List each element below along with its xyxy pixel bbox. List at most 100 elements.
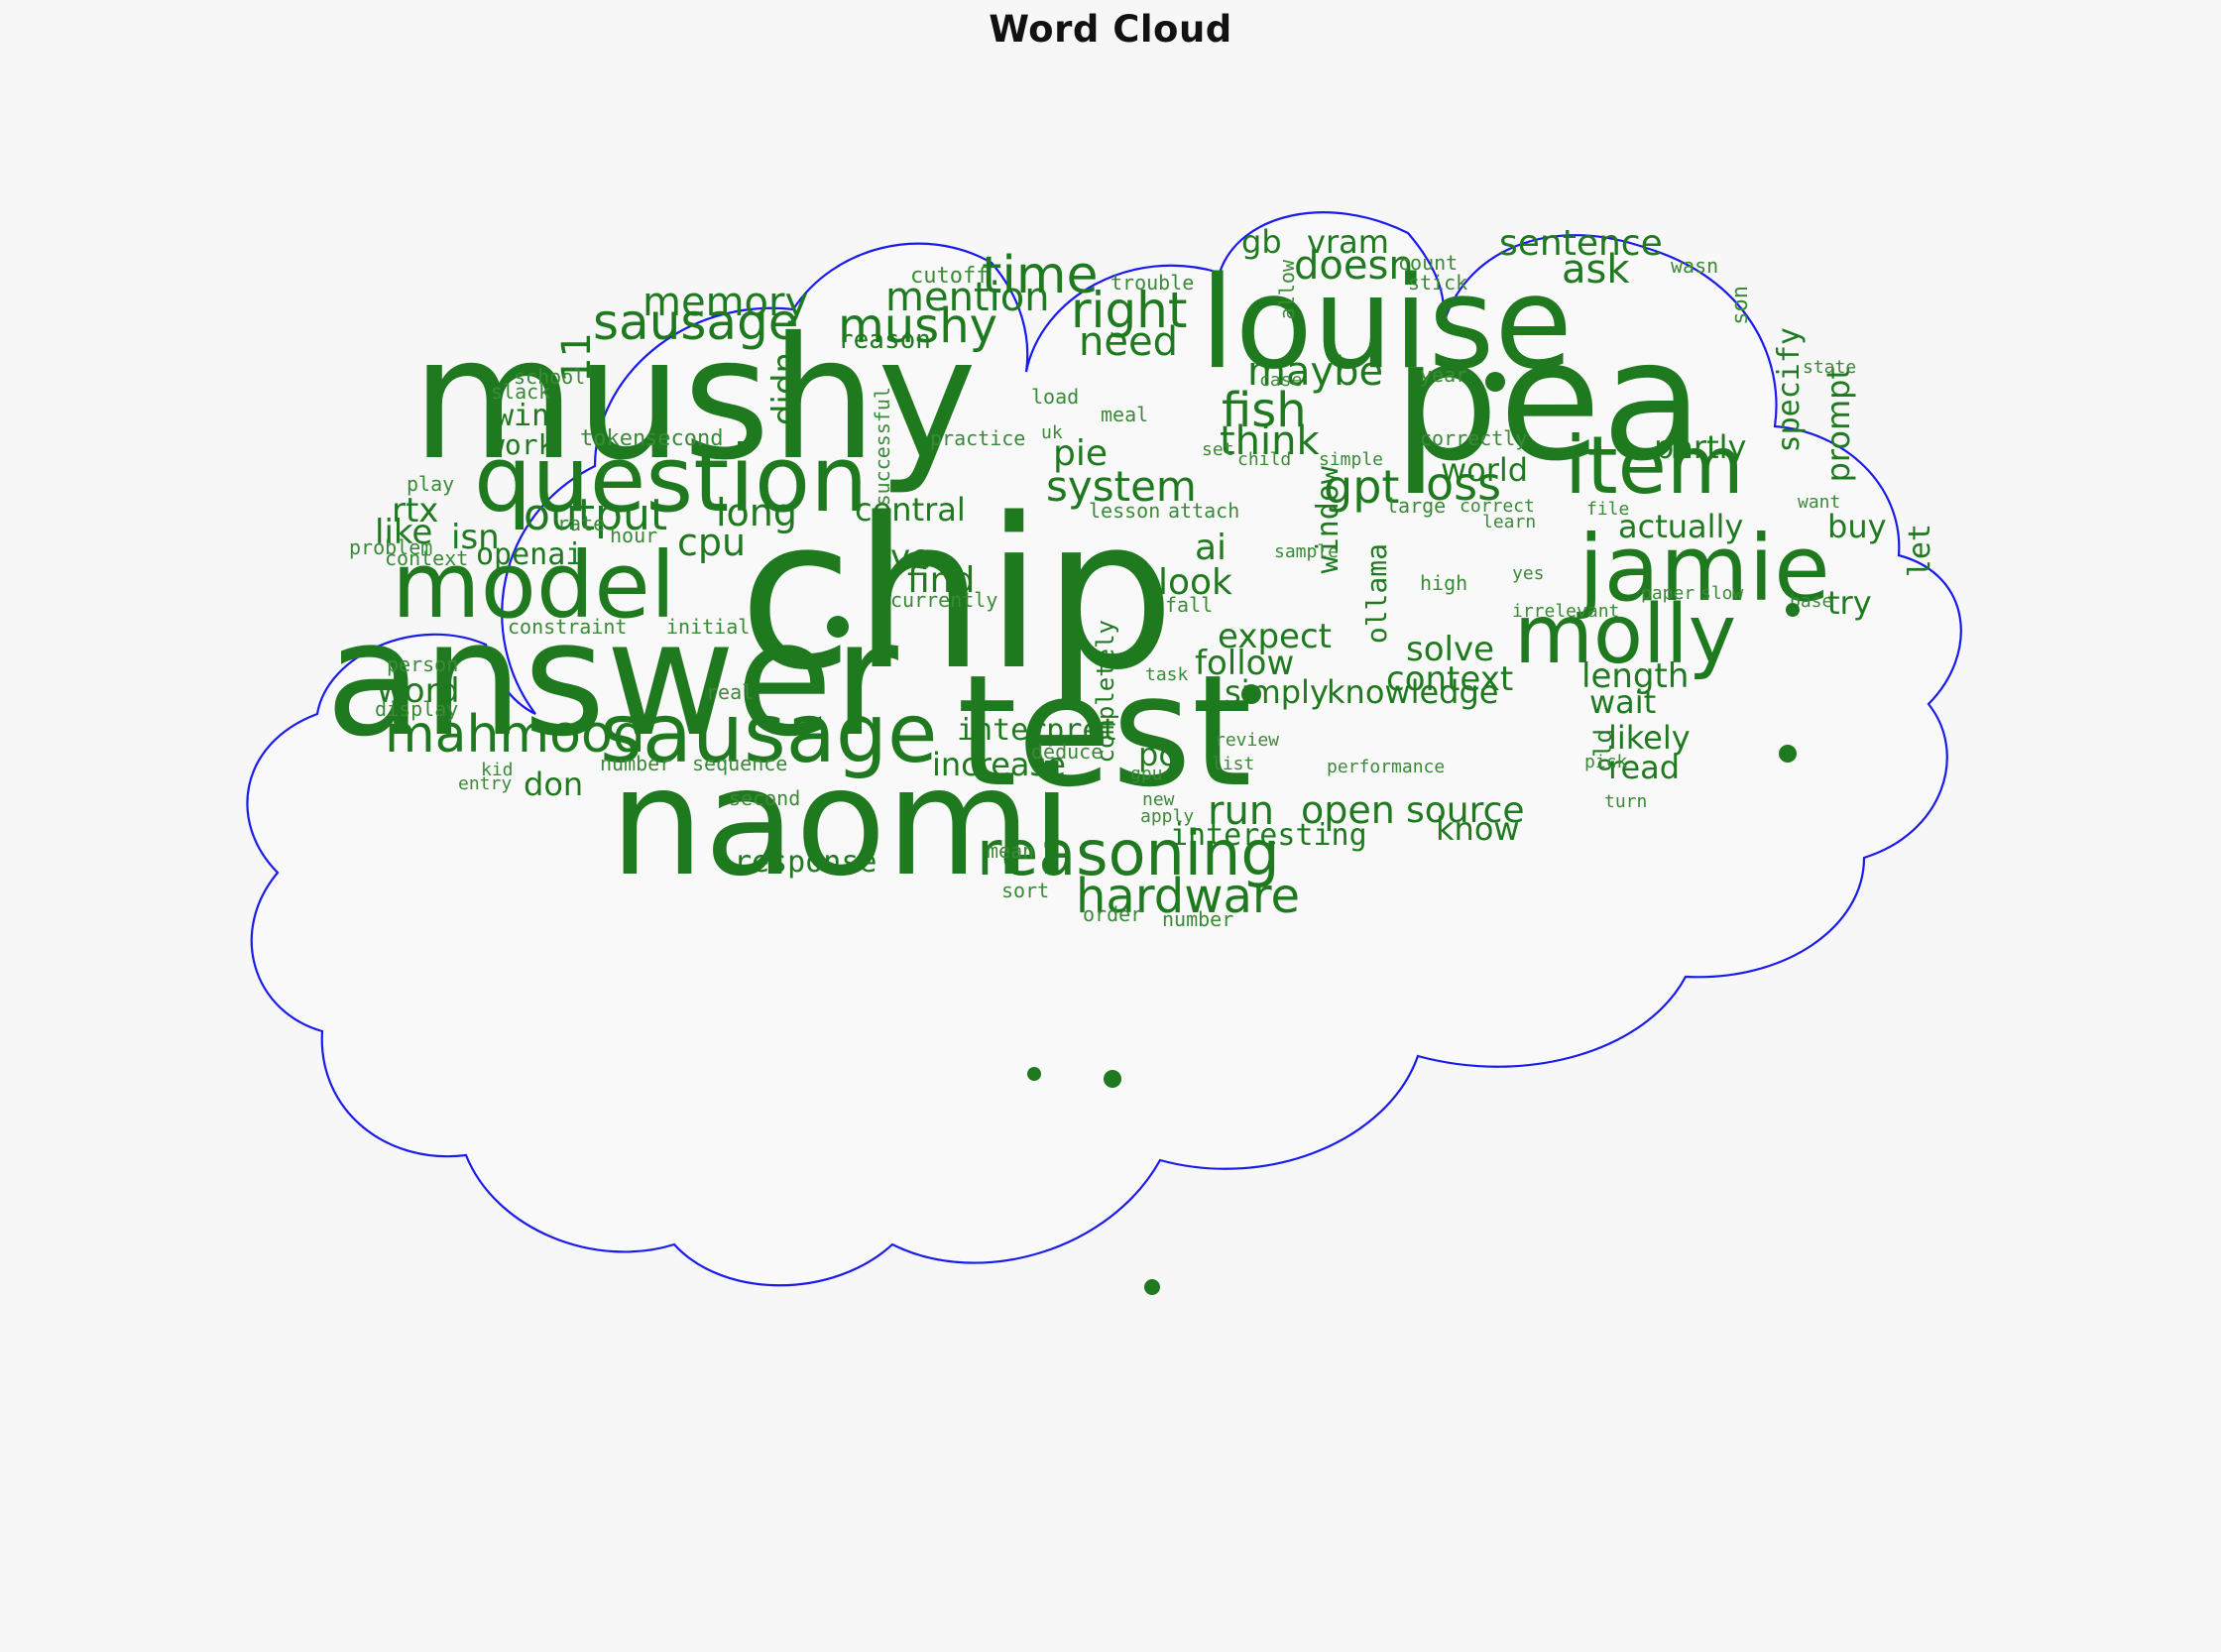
wordcloud-word: jamie: [1578, 516, 1830, 622]
wordcloud-dot-marker: [1027, 1067, 1041, 1081]
wordcloud-word: open: [1301, 788, 1395, 832]
wordcloud-word: maybe: [1247, 349, 1384, 395]
wordcloud-word: paper: [1641, 583, 1695, 604]
wordcloud-word: gb: [1241, 223, 1282, 261]
wordcloud-word: review: [1215, 730, 1280, 751]
wordcloud-word: entry: [458, 773, 513, 794]
wordcloud-word: vram: [1307, 223, 1389, 261]
wordcloud-word: second: [644, 426, 724, 451]
wordcloud-word: rtx: [392, 491, 439, 531]
wordcloud-word: learn: [1482, 512, 1537, 532]
wordcloud-dot-marker: [1144, 1279, 1160, 1295]
wordcloud-word: interpret: [957, 713, 1118, 748]
wordcloud-word: central: [855, 491, 966, 529]
wordcloud-word: sort: [1001, 879, 1050, 902]
wordcloud-word: person: [387, 652, 459, 676]
wordcloud-dot-marker: [1485, 372, 1505, 392]
wordcloud-word: real: [706, 680, 755, 704]
page-title: Word Cloud: [989, 8, 1232, 51]
wordcloud-word: new: [1142, 789, 1175, 810]
wordcloud-word: order: [1083, 902, 1143, 926]
wordcloud-word: play: [407, 472, 455, 496]
wordcloud-word: memory: [643, 280, 809, 325]
wordcloud-word: isn: [451, 518, 500, 557]
wordcloud-word: actually: [1618, 508, 1744, 545]
wordcloud-word: read: [1608, 749, 1681, 786]
wordcloud-word: mushy: [411, 301, 978, 498]
wordcloud-word: system: [1046, 462, 1197, 511]
wordcloud-word: meal: [1101, 403, 1149, 426]
wordcloud-word: large: [1386, 494, 1447, 518]
wordcloud-word: gpu: [1130, 764, 1163, 784]
wordcloud-word: find: [907, 560, 976, 601]
wordcloud-word: trouble: [1110, 271, 1195, 295]
wordcloud-word: ai: [1195, 528, 1227, 568]
wordcloud-word: pea: [1393, 303, 1703, 498]
wordcloud-word: cpu: [677, 521, 747, 564]
wordcloud-word: likely: [1608, 719, 1691, 757]
wordcloud-dot-marker: [1104, 1070, 1121, 1088]
wordcloud-word: run: [1208, 788, 1275, 834]
wordcloud-word: display: [375, 697, 459, 721]
wordcloud-dot-marker: [1786, 603, 1800, 617]
wordcloud-word: didn: [765, 352, 805, 426]
wordcloud-word: specify: [1772, 327, 1807, 453]
wordcloud-word: slow: [1700, 583, 1744, 604]
wordcloud-word: let: [1903, 524, 1937, 578]
wordcloud-word: number: [1162, 907, 1234, 931]
wordcloud-dot-marker: [827, 616, 849, 638]
wordcloud-word: case: [1259, 370, 1303, 391]
wordcloud-word: yes: [1512, 563, 1545, 584]
wordcloud-word: naomi: [610, 737, 1073, 909]
wordcloud-word: length: [1581, 656, 1690, 696]
wordcloud-word: test: [957, 642, 1252, 821]
wordcloud-word: sausage: [593, 294, 799, 351]
wordcloud-word: sentence: [1499, 223, 1663, 264]
wordcloud-word: ve: [890, 537, 932, 577]
wordcloud-word: high: [1420, 571, 1468, 595]
wordcloud-word: count: [1398, 251, 1459, 275]
wordcloud-word: base: [1790, 591, 1833, 612]
wordcloud-word: irrelevant: [1512, 601, 1620, 622]
wordcloud-word: right: [1071, 282, 1188, 339]
wordcloud-word: school: [514, 365, 586, 389]
wordcloud-word: turn: [1604, 791, 1648, 812]
wordcloud-word: don: [524, 766, 584, 803]
wordcloud-word: reason: [838, 325, 931, 355]
wordcloud-word: load: [1031, 385, 1080, 409]
wordcloud-word: child: [1237, 449, 1292, 470]
wordcloud-word: year: [1420, 363, 1468, 387]
wordcloud-word: ollama: [1360, 543, 1393, 645]
wordcloud-word: sequence: [692, 752, 788, 775]
wordcloud-word: hour: [610, 524, 658, 547]
wordcloud-word: molly: [1514, 588, 1737, 682]
wordcloud-word: word: [377, 671, 460, 711]
wordcloud-word: look: [1158, 562, 1232, 603]
wordcloud-word: win: [496, 399, 550, 433]
wordcloud-word: mention: [885, 275, 1050, 320]
wordcloud-word: buy: [1827, 508, 1887, 545]
wordcloud-word: try: [1827, 584, 1872, 622]
wordcloud-word: doesn: [1294, 243, 1414, 289]
wordcloud-word: sausage: [600, 687, 938, 781]
wordcloud-word: model: [392, 532, 676, 639]
wordcloud-word: sample: [1274, 541, 1340, 562]
wordcloud-word: knowledge: [1327, 673, 1499, 711]
wordcloud-word: uk: [1041, 422, 1063, 443]
wordcloud-word: source: [1406, 790, 1525, 831]
wordcloud-word: token: [580, 426, 646, 451]
wordcloud-word: kid: [481, 760, 514, 780]
wordcloud-dot-marker: [1241, 684, 1261, 704]
wordcloud-word: time: [982, 246, 1099, 305]
wordcloud-word: expect: [1218, 617, 1332, 656]
wordcloud-word: fish: [1222, 383, 1307, 438]
wordcloud-word: slack: [491, 380, 551, 404]
wordcloud-word: deduce: [1031, 740, 1104, 764]
wordcloud-word: solve: [1406, 630, 1495, 669]
wordcloud-word: reasoning: [977, 817, 1280, 889]
wordcloud-word: wait: [1589, 683, 1657, 721]
wordcloud-word: attach: [1168, 499, 1240, 523]
wordcloud-word: cutoff: [910, 264, 990, 289]
